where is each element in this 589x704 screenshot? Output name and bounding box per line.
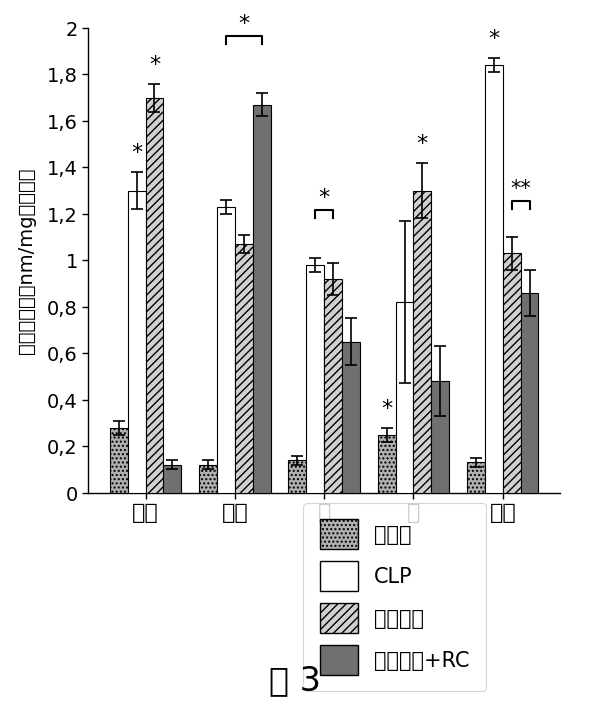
Bar xyxy=(431,382,449,493)
Text: *: * xyxy=(131,143,142,163)
Bar xyxy=(502,253,520,493)
Bar xyxy=(520,293,538,493)
Bar xyxy=(199,465,217,493)
Bar xyxy=(342,341,360,493)
Text: *: * xyxy=(238,14,249,34)
Bar xyxy=(324,279,342,493)
Text: *: * xyxy=(488,29,499,49)
Text: **: ** xyxy=(510,179,531,199)
Text: *: * xyxy=(416,134,428,153)
Bar xyxy=(128,191,145,493)
Bar xyxy=(288,460,306,493)
Bar xyxy=(395,302,413,493)
Bar xyxy=(253,105,270,493)
Bar xyxy=(145,98,163,493)
Text: *: * xyxy=(318,188,330,208)
Bar xyxy=(110,428,128,493)
Bar xyxy=(378,434,395,493)
Y-axis label: 蛋白质羳基（nm/mg蛋白质）: 蛋白质羳基（nm/mg蛋白质） xyxy=(17,168,36,353)
Bar xyxy=(413,191,431,493)
Bar xyxy=(466,463,485,493)
Legend: 假手术, CLP, 基本支持, 基本支持+RC: 假手术, CLP, 基本支持, 基本支持+RC xyxy=(303,503,486,691)
Bar xyxy=(234,244,253,493)
Text: 图 3: 图 3 xyxy=(269,664,320,697)
Text: *: * xyxy=(381,398,392,418)
Bar xyxy=(163,465,181,493)
Bar xyxy=(217,207,234,493)
Text: *: * xyxy=(149,55,160,75)
Bar xyxy=(485,65,502,493)
Bar xyxy=(306,265,324,493)
